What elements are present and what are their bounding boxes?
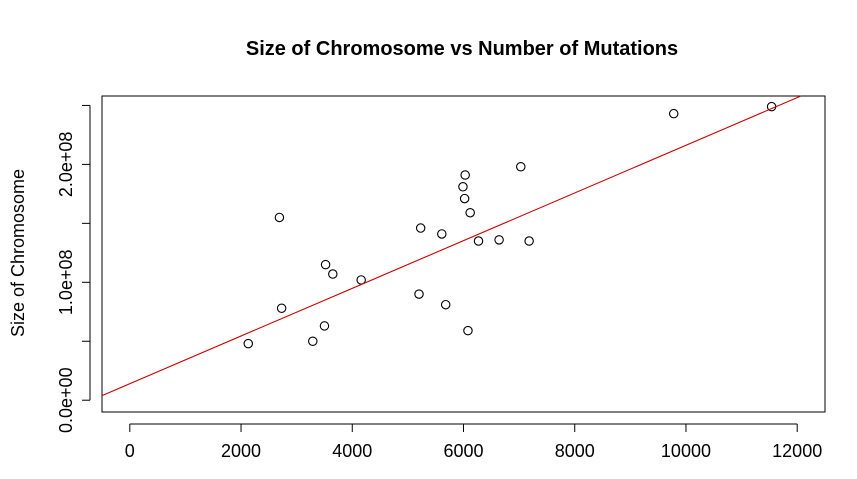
x-tick-label: 6000 <box>443 441 483 461</box>
data-point <box>320 259 331 270</box>
data-point <box>308 336 318 347</box>
data-point <box>328 269 338 279</box>
data-point <box>465 207 475 218</box>
data-point <box>414 289 424 299</box>
x-axis: 0 2000 4000 6000 8000 10000 12000 <box>125 423 822 461</box>
data-point <box>516 161 526 172</box>
data-point <box>473 236 484 246</box>
x-tick-label: 0 <box>125 441 135 461</box>
data-point <box>243 338 254 349</box>
data-point <box>668 108 679 119</box>
x-tick-label: 12000 <box>772 441 822 461</box>
y-tick-label: 1.0e+08 <box>56 250 76 316</box>
data-point <box>460 170 470 180</box>
data-point <box>274 212 285 223</box>
plot-frame <box>101 95 826 413</box>
data-point <box>319 321 330 331</box>
data-point <box>437 229 447 239</box>
plot-area <box>101 95 802 397</box>
regression-line <box>101 95 802 397</box>
y-tick-label: 2.0e+08 <box>56 132 76 198</box>
x-tick-label: 2000 <box>221 441 261 461</box>
chart-title: Size of Chromosome vs Number of Mutation… <box>246 38 678 60</box>
x-tick-label: 10000 <box>661 441 711 461</box>
data-point <box>524 236 534 246</box>
data-point <box>458 182 468 192</box>
data-point <box>440 299 451 310</box>
x-tick-label: 8000 <box>555 441 595 461</box>
y-tick-label: 0.0e+00 <box>56 367 76 433</box>
data-point <box>494 235 504 245</box>
data-point <box>415 223 426 233</box>
data-point <box>276 303 287 313</box>
data-point <box>459 193 470 204</box>
y-axis-label: Size of Chromosome <box>8 169 28 337</box>
x-tick-label: 4000 <box>332 441 372 461</box>
data-point <box>463 325 473 336</box>
y-axis: 0.0e+00 1.0e+08 2.0e+08 <box>56 104 91 433</box>
